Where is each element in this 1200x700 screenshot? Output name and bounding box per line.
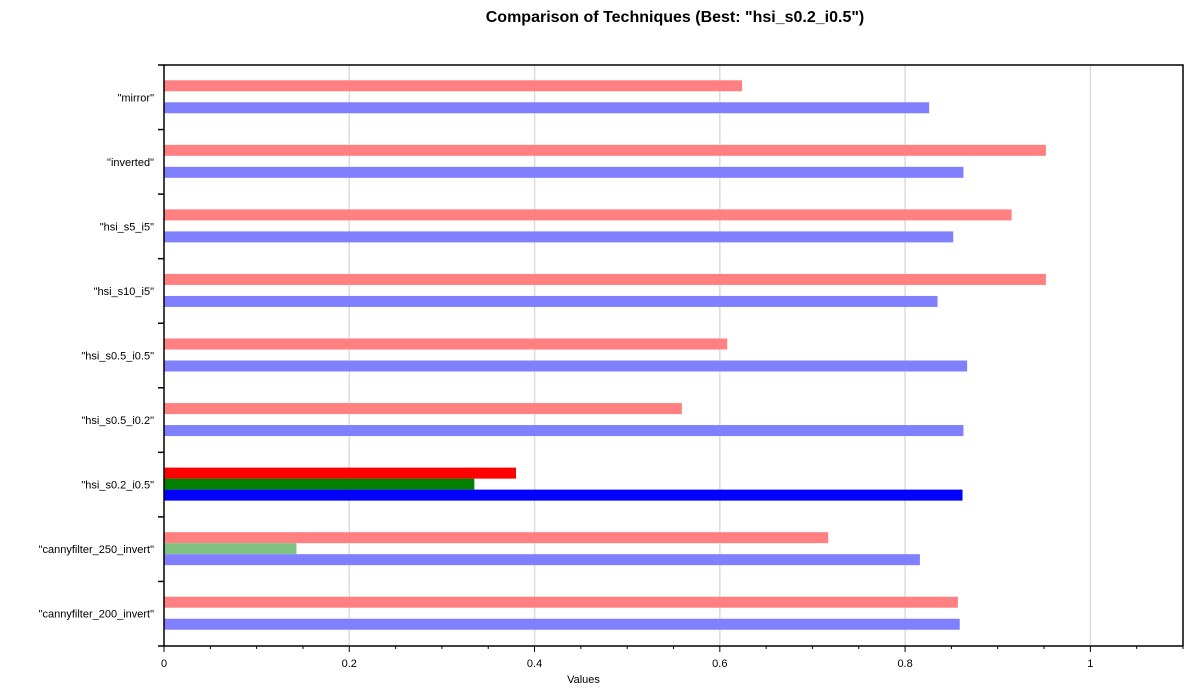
bars [164,80,1046,630]
bar [164,231,954,243]
bar [164,102,930,114]
bar [164,338,728,350]
bar [164,489,963,501]
category-label: "inverted" [107,157,154,169]
x-tick-label: 0 [161,658,167,670]
bar [164,166,964,178]
bar [164,532,829,544]
bar [164,425,964,437]
category-label: "hsi_s0.2_i0.5" [81,480,154,492]
x-tick-label: 1 [1087,658,1093,670]
category-label: "hsi_s0.5_i0.2" [81,415,154,427]
x-axis-title: Values [567,674,600,686]
category-labels: "mirror" "inverted" "hsi_s5_i5" "hsi_s10_i5… [39,92,155,620]
bar [164,80,743,92]
category-label: "hsi_s10_i5" [94,286,154,298]
category-label: "cannyfilter_200_invert" [39,609,155,621]
category-label: "cannyfilter_250_invert" [39,544,155,556]
bar [164,403,682,415]
x-tick-label: 0.4 [527,658,542,670]
x-tick-label: 0.8 [897,658,912,670]
bar [164,543,297,555]
bar [164,554,920,566]
bar [164,209,1012,221]
chart-title: Comparison of Techniques (Best: "hsi_s0.… [485,9,865,26]
y-ticks [158,64,164,647]
x-ticks: 0 0.2 0.4 0.6 0.8 1 [161,646,1184,670]
bar [164,618,960,630]
bar [164,273,1046,285]
category-label: "hsi_s0.5_i0.5" [81,351,154,363]
bar [164,478,475,490]
x-tick-label: 0.2 [342,658,357,670]
bar [164,295,938,307]
bar [164,596,958,608]
x-tick-label: 0.6 [712,658,727,670]
category-label: "hsi_s5_i5" [100,221,154,233]
category-label: "mirror" [117,92,154,104]
bar [164,360,968,372]
bar [164,467,517,479]
bar [164,144,1046,156]
grid-lines [348,65,1092,646]
